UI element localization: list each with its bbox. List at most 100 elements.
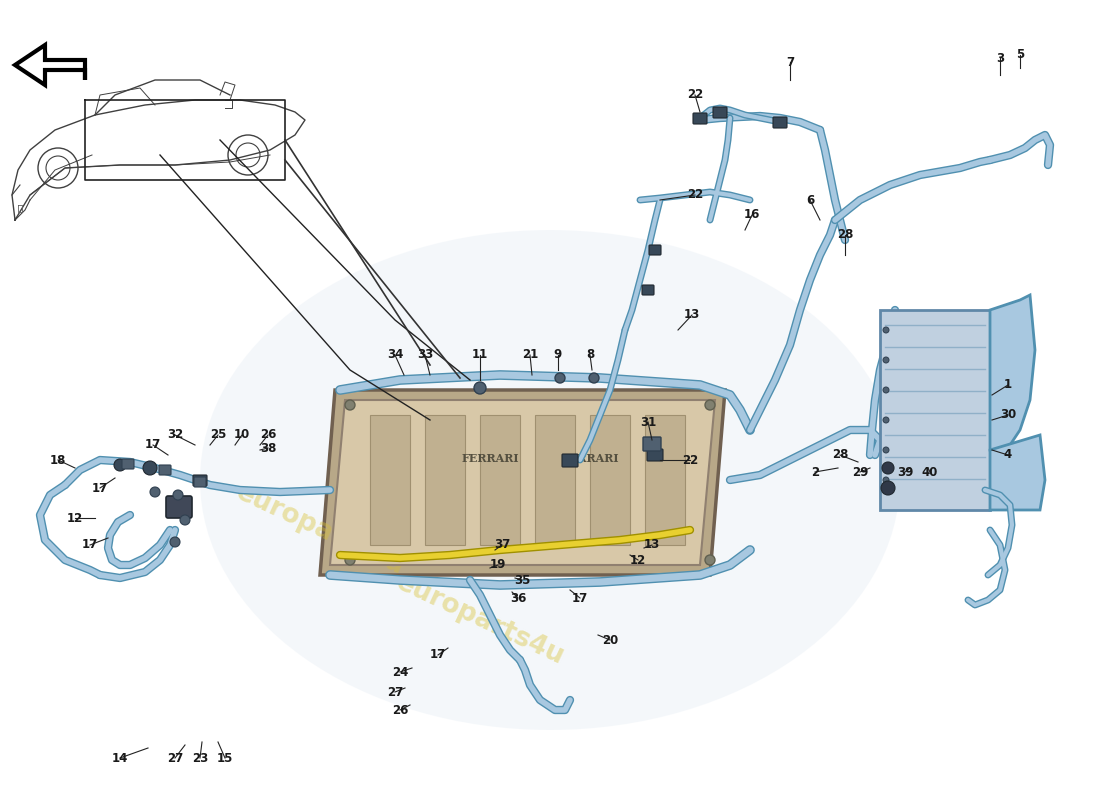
FancyBboxPatch shape — [562, 454, 578, 467]
Text: 27: 27 — [387, 686, 403, 698]
FancyBboxPatch shape — [647, 449, 663, 461]
Text: 33: 33 — [417, 349, 433, 362]
Circle shape — [883, 477, 889, 483]
Text: 8: 8 — [586, 349, 594, 362]
Text: 22: 22 — [686, 89, 703, 102]
Text: 12: 12 — [630, 554, 646, 566]
Text: 36: 36 — [509, 591, 526, 605]
Text: 26: 26 — [392, 703, 408, 717]
Circle shape — [150, 487, 160, 497]
Circle shape — [883, 387, 889, 393]
Circle shape — [114, 459, 126, 471]
Text: 39: 39 — [896, 466, 913, 478]
FancyBboxPatch shape — [644, 437, 661, 451]
Circle shape — [881, 481, 895, 495]
Circle shape — [556, 373, 565, 383]
Text: 10: 10 — [234, 429, 250, 442]
Text: 7: 7 — [785, 55, 794, 69]
Text: europarts4u: europarts4u — [232, 479, 408, 581]
Text: 25: 25 — [210, 429, 227, 442]
Polygon shape — [590, 415, 630, 545]
Text: 31: 31 — [640, 415, 656, 429]
FancyBboxPatch shape — [160, 465, 170, 475]
Polygon shape — [320, 390, 725, 575]
FancyBboxPatch shape — [122, 459, 134, 469]
Text: 18: 18 — [50, 454, 66, 466]
Circle shape — [588, 373, 600, 383]
Circle shape — [883, 357, 889, 363]
Polygon shape — [535, 415, 575, 545]
Text: 40: 40 — [922, 466, 938, 478]
Text: 12: 12 — [67, 511, 84, 525]
Text: 21: 21 — [521, 349, 538, 362]
FancyBboxPatch shape — [693, 113, 707, 124]
Text: 26: 26 — [260, 429, 276, 442]
Text: 13: 13 — [684, 309, 700, 322]
Text: 17: 17 — [430, 649, 447, 662]
Circle shape — [345, 400, 355, 410]
Text: 27: 27 — [167, 751, 183, 765]
Circle shape — [883, 447, 889, 453]
Text: 17: 17 — [145, 438, 161, 451]
Text: europarts4u: europarts4u — [392, 570, 569, 670]
Text: 11: 11 — [472, 349, 488, 362]
Text: 19: 19 — [490, 558, 506, 571]
Text: 28: 28 — [837, 229, 854, 242]
Text: 1: 1 — [1004, 378, 1012, 391]
Circle shape — [173, 490, 183, 500]
FancyBboxPatch shape — [194, 477, 206, 487]
Text: 15: 15 — [217, 751, 233, 765]
FancyBboxPatch shape — [649, 245, 661, 255]
Circle shape — [180, 515, 190, 525]
Circle shape — [474, 382, 486, 394]
FancyBboxPatch shape — [192, 475, 207, 486]
FancyBboxPatch shape — [166, 496, 192, 518]
Text: 16: 16 — [744, 209, 760, 222]
Text: 20: 20 — [602, 634, 618, 646]
Text: 4: 4 — [1004, 449, 1012, 462]
Text: 17: 17 — [81, 538, 98, 551]
Polygon shape — [370, 415, 410, 545]
Text: 24: 24 — [392, 666, 408, 678]
Text: 5: 5 — [1016, 49, 1024, 62]
Circle shape — [883, 417, 889, 423]
Text: FERRARI: FERRARI — [561, 453, 619, 464]
Circle shape — [882, 462, 894, 474]
Text: 22: 22 — [682, 454, 698, 466]
Polygon shape — [15, 45, 85, 85]
Text: 17: 17 — [92, 482, 108, 494]
FancyBboxPatch shape — [713, 107, 727, 118]
Polygon shape — [425, 415, 465, 545]
Text: 13: 13 — [644, 538, 660, 551]
Text: 38: 38 — [260, 442, 276, 454]
Polygon shape — [990, 435, 1045, 510]
Text: 34: 34 — [387, 349, 404, 362]
Circle shape — [170, 537, 180, 547]
Circle shape — [143, 461, 157, 475]
Circle shape — [883, 327, 889, 333]
FancyBboxPatch shape — [642, 285, 654, 295]
Text: 29: 29 — [851, 466, 868, 478]
FancyBboxPatch shape — [773, 117, 786, 128]
Text: 37: 37 — [494, 538, 510, 551]
Text: 22: 22 — [686, 189, 703, 202]
Text: 28: 28 — [832, 449, 848, 462]
Circle shape — [705, 555, 715, 565]
Circle shape — [345, 555, 355, 565]
Text: 35: 35 — [514, 574, 530, 586]
Ellipse shape — [200, 230, 900, 730]
Polygon shape — [330, 400, 715, 565]
Polygon shape — [990, 295, 1035, 450]
Circle shape — [705, 400, 715, 410]
Text: FERRARI: FERRARI — [461, 453, 519, 464]
Polygon shape — [645, 415, 685, 545]
Text: 9: 9 — [554, 349, 562, 362]
Text: 30: 30 — [1000, 409, 1016, 422]
Polygon shape — [880, 310, 990, 510]
Text: 6: 6 — [806, 194, 814, 206]
Text: 14: 14 — [112, 751, 129, 765]
Text: 2: 2 — [811, 466, 819, 478]
Text: 32: 32 — [167, 429, 183, 442]
Text: 3: 3 — [996, 51, 1004, 65]
Text: 17: 17 — [572, 591, 588, 605]
